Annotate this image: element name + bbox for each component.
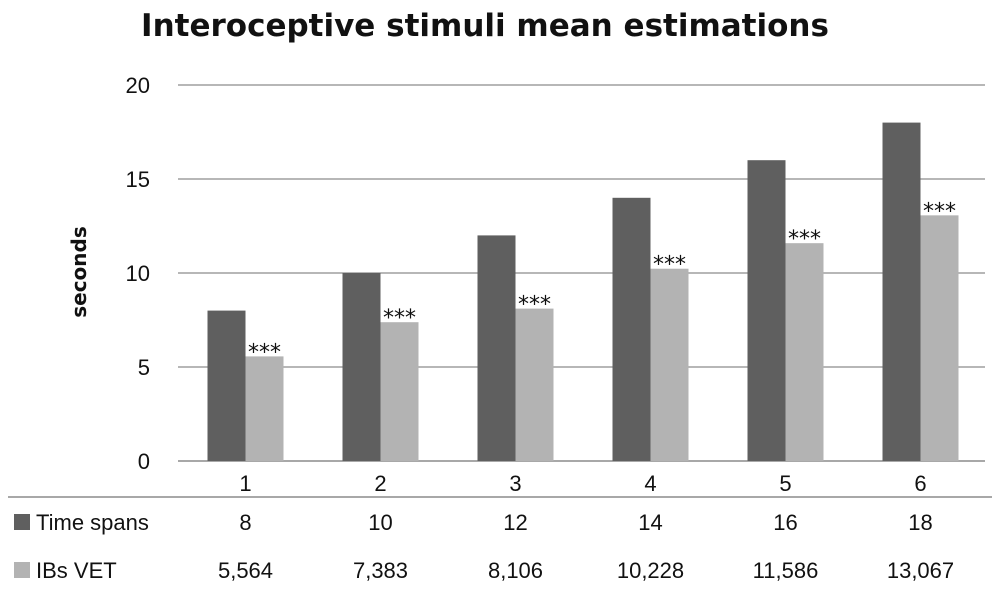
- significance-stars: ***: [248, 340, 281, 365]
- bar-time-spans: [207, 310, 246, 461]
- table-cell: 18: [908, 510, 932, 535]
- table-cell: 16: [773, 510, 797, 535]
- legend-swatch: [14, 562, 30, 578]
- bar-ibs-vet: [380, 322, 419, 461]
- bar-time-spans: [882, 122, 921, 461]
- bar-time-spans: [612, 197, 651, 462]
- bar-time-spans: [747, 160, 786, 461]
- significance-stars: ***: [788, 227, 821, 252]
- bar-time-spans: [342, 273, 381, 461]
- bar-ibs-vet: [650, 268, 689, 461]
- table-cell: 10: [368, 510, 392, 535]
- table-cell: 8,106: [488, 558, 543, 583]
- y-tick-label: 15: [126, 167, 150, 192]
- table-cell: 7,383: [353, 558, 408, 583]
- x-tick-label: 4: [644, 471, 656, 496]
- table-cell: 10,228: [617, 558, 684, 583]
- significance-stars: ***: [923, 199, 956, 224]
- x-tick-label: 2: [374, 471, 386, 496]
- x-tick-label: 1: [239, 471, 251, 496]
- gridlines: [178, 84, 985, 462]
- table-cell: 5,564: [218, 558, 273, 583]
- significance-annotations: *** *** *** *** *** ***: [248, 199, 956, 365]
- x-axis-ticks: 1 2 3 4 5 6: [239, 471, 926, 496]
- bar-ibs-vet: [515, 308, 554, 461]
- y-tick-label: 10: [126, 261, 150, 286]
- y-tick-label: 20: [126, 73, 150, 98]
- legend-swatch: [14, 514, 30, 530]
- bars: [207, 122, 959, 462]
- significance-stars: ***: [518, 293, 551, 318]
- y-tick-label: 0: [138, 449, 150, 474]
- table-cell: 14: [638, 510, 662, 535]
- significance-stars: ***: [383, 306, 416, 331]
- bar-ibs-vet: [785, 243, 824, 461]
- y-tick-label: 5: [138, 355, 150, 380]
- y-axis-label: seconds: [67, 226, 91, 318]
- legend-label: Time spans: [36, 510, 149, 535]
- table-cell: 11,586: [753, 558, 819, 583]
- legend-label: IBs VET: [36, 558, 117, 583]
- x-tick-label: 3: [509, 471, 521, 496]
- bar-ibs-vet: [920, 215, 959, 461]
- table-cell: 13,067: [887, 558, 954, 583]
- y-axis-ticks: 0 5 10 15 20: [126, 73, 150, 474]
- chart-title: Interoceptive stimuli mean estimations: [141, 8, 829, 44]
- bar-time-spans: [477, 235, 516, 461]
- significance-stars: ***: [653, 253, 686, 278]
- bar-ibs-vet: [245, 356, 284, 461]
- x-tick-label: 6: [914, 471, 926, 496]
- data-table: Time spans 8 10 12 14 16 18 IBs VET 5,564 7,383 8,…: [8, 496, 992, 583]
- table-cell: 12: [503, 510, 527, 535]
- x-tick-label: 5: [779, 471, 791, 496]
- table-cell: 8: [239, 510, 251, 535]
